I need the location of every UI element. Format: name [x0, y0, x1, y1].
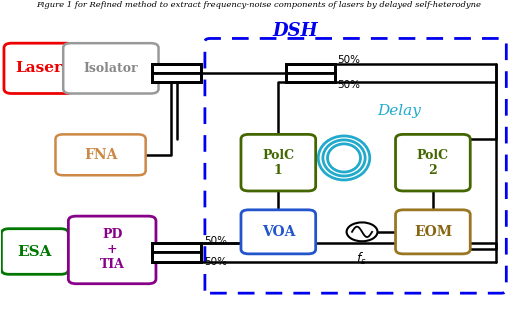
Text: VOA: VOA	[262, 225, 295, 239]
FancyBboxPatch shape	[2, 229, 68, 274]
Text: PolC
1: PolC 1	[262, 149, 294, 177]
FancyBboxPatch shape	[241, 134, 315, 191]
Polygon shape	[152, 64, 201, 73]
Polygon shape	[152, 64, 201, 82]
Text: Laser: Laser	[15, 61, 62, 75]
FancyBboxPatch shape	[63, 43, 159, 94]
Polygon shape	[286, 64, 335, 82]
Polygon shape	[152, 243, 201, 252]
Text: Isolator: Isolator	[83, 62, 138, 75]
Text: 50%: 50%	[204, 236, 227, 246]
Polygon shape	[152, 243, 201, 262]
Polygon shape	[152, 64, 201, 82]
Text: 50%: 50%	[337, 80, 361, 90]
Text: PolC
2: PolC 2	[417, 149, 449, 177]
Text: DSH: DSH	[272, 22, 318, 39]
Text: PD
+
TIA: PD + TIA	[100, 229, 125, 272]
Polygon shape	[152, 73, 201, 82]
FancyBboxPatch shape	[396, 134, 470, 191]
Text: $f_s$: $f_s$	[356, 251, 366, 267]
Polygon shape	[286, 64, 335, 82]
FancyBboxPatch shape	[396, 210, 470, 254]
FancyBboxPatch shape	[55, 134, 146, 175]
Title: Figure 1 for Refined method to extract frequency-noise components of lasers by d: Figure 1 for Refined method to extract f…	[36, 1, 482, 9]
Text: ESA: ESA	[18, 244, 52, 259]
Text: EOM: EOM	[414, 225, 452, 239]
Text: 50%: 50%	[204, 257, 227, 267]
Polygon shape	[286, 64, 335, 82]
Text: Delay: Delay	[378, 104, 421, 118]
Polygon shape	[286, 73, 335, 82]
Polygon shape	[152, 243, 201, 262]
FancyBboxPatch shape	[68, 216, 156, 284]
Polygon shape	[152, 252, 201, 262]
FancyBboxPatch shape	[4, 43, 74, 94]
Text: FNA: FNA	[84, 148, 117, 162]
Polygon shape	[152, 243, 201, 262]
Text: 50%: 50%	[337, 55, 361, 66]
Polygon shape	[152, 64, 201, 82]
Polygon shape	[286, 64, 335, 73]
FancyBboxPatch shape	[241, 210, 315, 254]
